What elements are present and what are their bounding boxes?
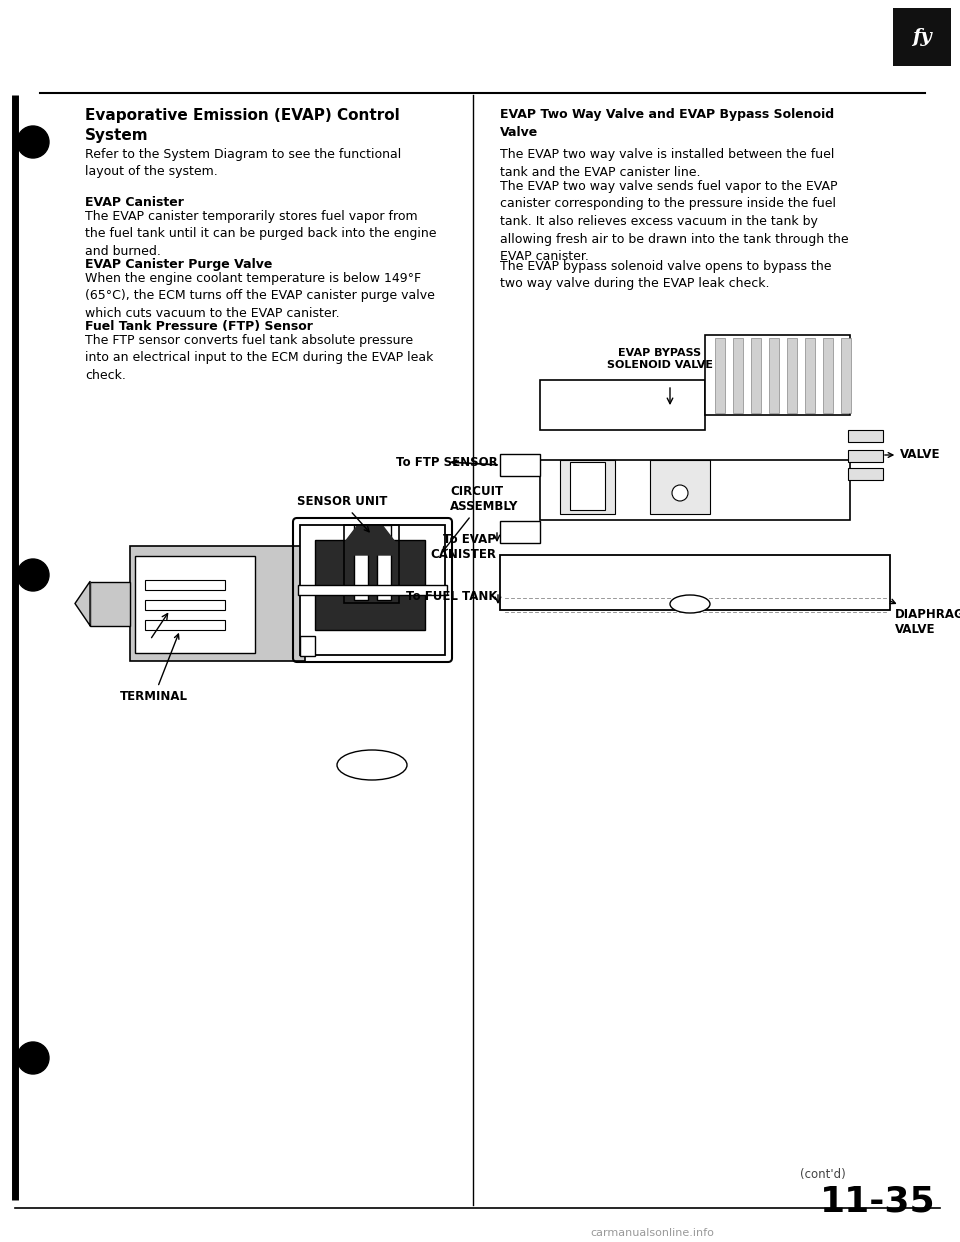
- Text: Fuel Tank Pressure (FTP) Sensor: Fuel Tank Pressure (FTP) Sensor: [85, 320, 313, 333]
- FancyBboxPatch shape: [848, 468, 883, 479]
- FancyBboxPatch shape: [893, 7, 951, 66]
- Text: TERMINAL: TERMINAL: [120, 633, 188, 703]
- FancyBboxPatch shape: [145, 620, 225, 630]
- Text: carmanualsonline.info: carmanualsonline.info: [590, 1228, 714, 1238]
- FancyBboxPatch shape: [135, 556, 255, 653]
- FancyBboxPatch shape: [130, 546, 305, 661]
- Text: EVAP Canister Purge Valve: EVAP Canister Purge Valve: [85, 258, 273, 271]
- FancyBboxPatch shape: [300, 525, 445, 655]
- FancyBboxPatch shape: [500, 455, 540, 476]
- Circle shape: [17, 559, 49, 591]
- FancyBboxPatch shape: [540, 380, 705, 430]
- FancyBboxPatch shape: [805, 338, 815, 414]
- FancyBboxPatch shape: [560, 460, 615, 514]
- Text: The FTP sensor converts fuel tank absolute pressure
into an electrical input to : The FTP sensor converts fuel tank absolu…: [85, 334, 433, 383]
- FancyBboxPatch shape: [823, 338, 833, 414]
- FancyBboxPatch shape: [848, 430, 883, 442]
- Circle shape: [17, 1042, 49, 1074]
- Text: EVAP Canister: EVAP Canister: [85, 196, 184, 209]
- Circle shape: [17, 125, 49, 158]
- Text: EVAP Two Way Valve and EVAP Bypass Solenoid
Valve: EVAP Two Way Valve and EVAP Bypass Solen…: [500, 108, 834, 139]
- FancyBboxPatch shape: [354, 525, 368, 600]
- Text: 11-35: 11-35: [820, 1185, 936, 1218]
- FancyBboxPatch shape: [570, 462, 605, 510]
- Text: To EVAP
CANISTER: To EVAP CANISTER: [430, 533, 496, 561]
- FancyBboxPatch shape: [300, 636, 315, 656]
- Text: VALVE: VALVE: [885, 448, 941, 462]
- FancyBboxPatch shape: [715, 338, 725, 414]
- FancyBboxPatch shape: [145, 600, 225, 610]
- FancyBboxPatch shape: [751, 338, 761, 414]
- FancyBboxPatch shape: [315, 540, 425, 630]
- Ellipse shape: [672, 484, 688, 501]
- Text: The EVAP bypass solenoid valve opens to bypass the
two way valve during the EVAP: The EVAP bypass solenoid valve opens to …: [500, 260, 831, 291]
- FancyBboxPatch shape: [298, 585, 447, 595]
- Text: Refer to the System Diagram to see the functional
layout of the system.: Refer to the System Diagram to see the f…: [85, 148, 401, 179]
- FancyBboxPatch shape: [90, 581, 130, 626]
- Text: DIAPHRAGM
VALVE: DIAPHRAGM VALVE: [890, 600, 960, 636]
- Text: The EVAP two way valve sends fuel vapor to the EVAP
canister corresponding to th: The EVAP two way valve sends fuel vapor …: [500, 180, 849, 263]
- Text: The EVAP canister temporarily stores fuel vapor from
the fuel tank until it can : The EVAP canister temporarily stores fue…: [85, 210, 437, 258]
- FancyBboxPatch shape: [705, 335, 850, 415]
- Ellipse shape: [670, 595, 710, 614]
- Text: SENSOR UNIT: SENSOR UNIT: [297, 496, 387, 532]
- Ellipse shape: [337, 750, 407, 780]
- FancyBboxPatch shape: [145, 580, 225, 590]
- FancyBboxPatch shape: [787, 338, 797, 414]
- FancyBboxPatch shape: [841, 338, 851, 414]
- Text: When the engine coolant temperature is below 149°F
(65°C), the ECM turns off the: When the engine coolant temperature is b…: [85, 272, 435, 320]
- FancyBboxPatch shape: [733, 338, 743, 414]
- Text: (cont'd): (cont'd): [800, 1167, 846, 1181]
- Text: The EVAP two way valve is installed between the fuel
tank and the EVAP canister : The EVAP two way valve is installed betw…: [500, 148, 834, 179]
- Text: To FUEL TANK: To FUEL TANK: [406, 590, 498, 604]
- FancyBboxPatch shape: [500, 520, 540, 543]
- FancyBboxPatch shape: [377, 525, 391, 600]
- Text: CIRCUIT
ASSEMBLY: CIRCUIT ASSEMBLY: [443, 484, 518, 551]
- FancyBboxPatch shape: [769, 338, 779, 414]
- Polygon shape: [335, 525, 405, 555]
- FancyBboxPatch shape: [848, 450, 883, 462]
- FancyBboxPatch shape: [500, 555, 890, 610]
- Text: fy: fy: [912, 29, 932, 46]
- Text: To FTP SENSOR: To FTP SENSOR: [396, 456, 498, 468]
- Text: Evaporative Emission (EVAP) Control
System: Evaporative Emission (EVAP) Control Syst…: [85, 108, 399, 143]
- FancyBboxPatch shape: [540, 460, 850, 520]
- Text: EVAP BYPASS
SOLENOID VALVE: EVAP BYPASS SOLENOID VALVE: [607, 349, 713, 370]
- Polygon shape: [75, 581, 90, 626]
- FancyBboxPatch shape: [650, 460, 710, 514]
